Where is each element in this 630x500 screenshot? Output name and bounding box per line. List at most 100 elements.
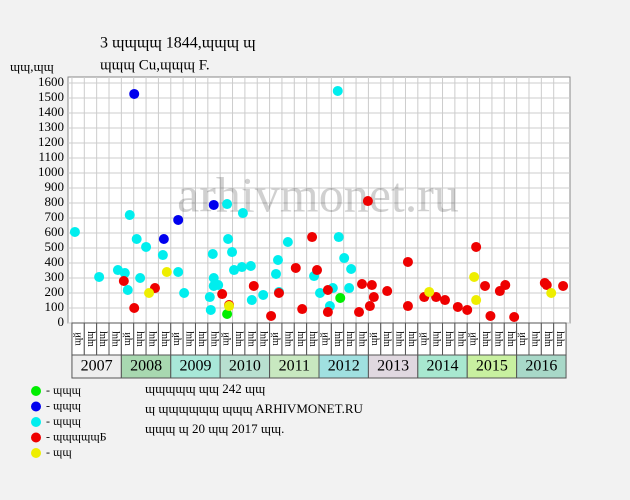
y-tick-label: 400 xyxy=(45,254,65,269)
point xyxy=(541,280,552,291)
point xyxy=(500,280,511,291)
year-label: 2012 xyxy=(328,358,360,375)
quarter-label: ɰɰ xyxy=(147,331,158,347)
point xyxy=(273,288,284,298)
point xyxy=(236,262,247,273)
point xyxy=(471,295,482,306)
point xyxy=(122,285,133,295)
point xyxy=(157,250,168,261)
point xyxy=(366,280,377,291)
watermark: arhivmonet.ru xyxy=(177,166,459,222)
quarter-label: ɰɰ xyxy=(109,331,120,347)
quarter-label: ɰй xyxy=(122,332,133,346)
point xyxy=(335,292,346,303)
legend-label: - ɰɰɰ xyxy=(46,414,82,428)
point xyxy=(131,234,142,244)
legend-marker xyxy=(31,432,41,443)
point xyxy=(69,226,80,237)
point xyxy=(332,85,343,96)
y-tick-label: 1000 xyxy=(38,164,64,179)
point xyxy=(94,271,105,282)
legend-marker xyxy=(31,401,41,412)
point xyxy=(344,283,355,294)
quarter-label: ɰй xyxy=(319,332,330,346)
year-label: 2009 xyxy=(179,358,211,375)
quarter-label: ɰɰ xyxy=(159,331,170,347)
point xyxy=(248,280,259,291)
quarter-label: ɰɰ xyxy=(208,331,219,347)
legend-label: - ɰɰɰɰɰБ xyxy=(46,429,107,443)
note: ɰ ɰɰɰɰɰɰ ɰɰɰ ARHIVMONET.RU xyxy=(145,401,363,416)
point xyxy=(224,301,235,312)
quarter-label: ɰɰ xyxy=(455,331,466,347)
point xyxy=(227,247,238,258)
point xyxy=(402,256,413,267)
year-cell xyxy=(516,354,567,379)
legend-marker xyxy=(31,386,41,396)
point xyxy=(546,288,557,298)
quarter-label: ɰɰ xyxy=(431,331,442,347)
quarter-label: ɰɰ xyxy=(492,331,503,347)
y-tick-label: 0 xyxy=(58,314,65,329)
quarter-label: ɰй xyxy=(369,332,380,346)
point xyxy=(272,255,283,265)
quarter-label: ɰɰ xyxy=(184,331,195,347)
year-label: 2007 xyxy=(81,358,113,375)
point xyxy=(119,268,130,279)
point xyxy=(129,88,140,99)
point xyxy=(485,310,496,321)
quarter-label: ɰɰ xyxy=(258,331,269,347)
quarter-label: ɰɰ xyxy=(134,331,145,347)
legend-marker xyxy=(31,448,41,458)
year-label: 2016 xyxy=(525,358,557,375)
y-tick-label: 1100 xyxy=(38,149,64,164)
year-label: 2011 xyxy=(279,358,310,375)
point xyxy=(179,288,190,298)
quarter-label: ɰɰ xyxy=(554,331,565,347)
point xyxy=(297,304,308,315)
point xyxy=(173,267,184,277)
point xyxy=(205,304,216,315)
point xyxy=(439,295,450,306)
point xyxy=(452,301,463,312)
quarter-label: ɰй xyxy=(221,332,232,346)
point xyxy=(173,214,184,225)
point xyxy=(339,253,350,264)
point xyxy=(158,234,169,244)
note: ɰɰɰɰɰ ɰɰ 242 ɰɰ xyxy=(145,381,265,396)
quarter-label: ɰɰ xyxy=(85,331,96,347)
quarter-label: ɰɰ xyxy=(480,331,491,347)
y-tick-label: 200 xyxy=(45,284,65,299)
y-tick-label: 1400 xyxy=(38,104,64,119)
point xyxy=(245,261,256,271)
point xyxy=(382,286,393,297)
quarter-label: ɰɰ xyxy=(307,331,318,347)
quarter-label: ɰй xyxy=(270,332,281,346)
y-axis-label: ɰɰ,ɰɰ xyxy=(10,59,54,74)
y-tick-label: 800 xyxy=(45,194,65,209)
chart-title: 3 ɰɰɰɰ 1844,ɰɰɰ ɰ xyxy=(100,35,256,52)
quarter-label: ɰɰ xyxy=(245,331,256,347)
year-label: 2014 xyxy=(427,358,459,375)
legend-marker xyxy=(31,417,41,427)
point xyxy=(271,268,282,279)
quarter-label: ɰɰ xyxy=(381,331,392,347)
point xyxy=(558,280,569,291)
quarter-label: ɰɰ xyxy=(196,331,207,347)
quarter-label: ɰɰ xyxy=(344,331,355,347)
y-tick-label: 100 xyxy=(45,299,65,314)
point xyxy=(322,307,333,318)
point xyxy=(135,273,146,283)
quarter-label: ɰɰ xyxy=(97,331,108,347)
legend-label: - ɰɰɰ xyxy=(46,383,82,397)
y-tick-label: 1200 xyxy=(38,134,64,149)
point xyxy=(480,280,491,291)
quarter-label: ɰɰ xyxy=(505,331,516,347)
quarter-label: ɰɰ xyxy=(295,331,306,347)
point xyxy=(314,288,325,298)
y-tick-label: 700 xyxy=(45,209,65,224)
point xyxy=(307,232,318,243)
legend-label: - ɰɰ xyxy=(46,445,72,459)
point xyxy=(368,292,379,303)
